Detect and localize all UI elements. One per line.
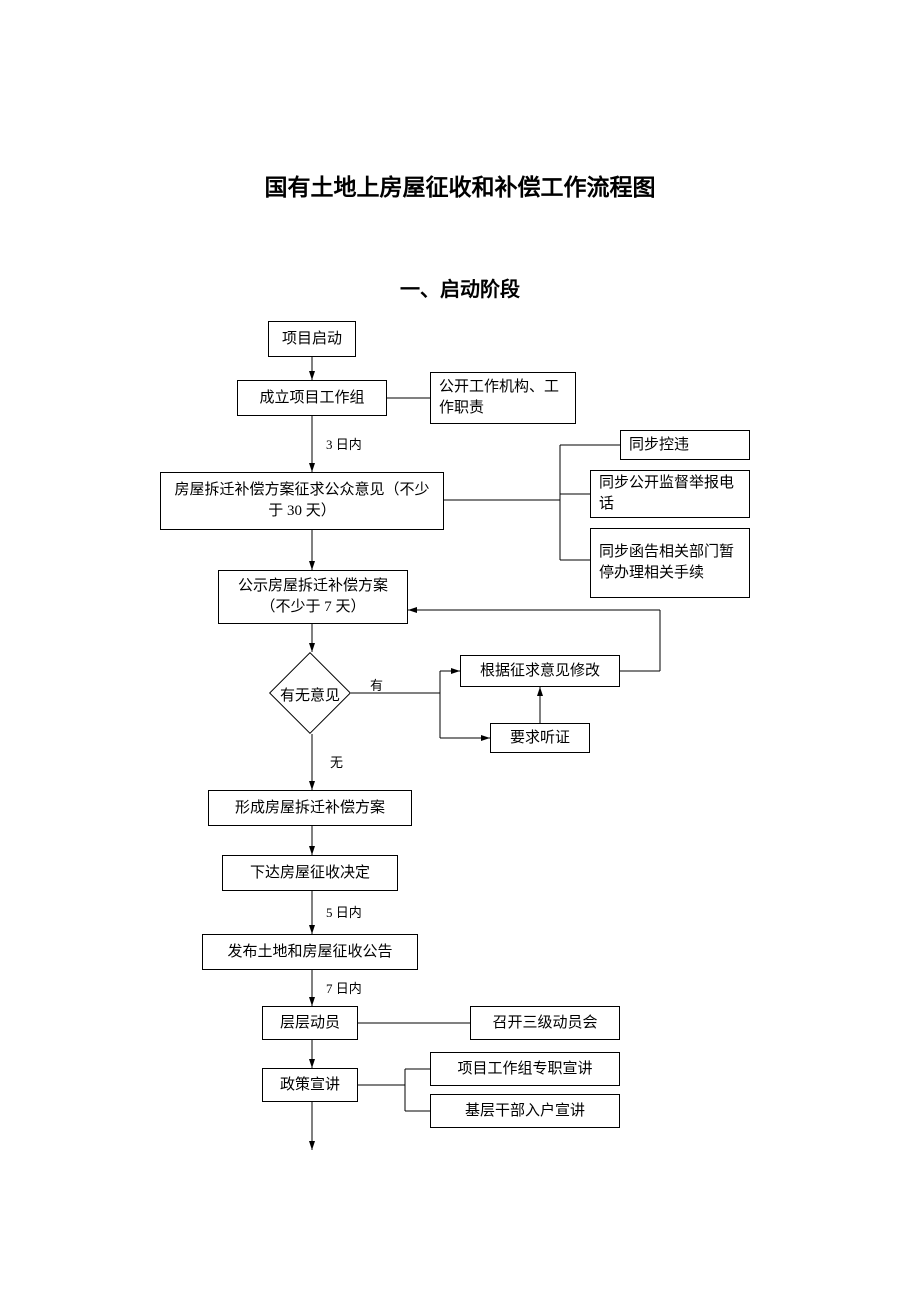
node-label: 发布土地和房屋征收公告: [227, 942, 392, 963]
edge-label-7days: 7 日内: [326, 978, 362, 997]
node-hearing: 要求听证: [490, 723, 590, 753]
edge-label-5days: 5 日内: [326, 902, 362, 921]
node-label: 同步公开监督举报电话: [599, 473, 741, 515]
node-mobilize: 层层动员: [262, 1006, 358, 1040]
node-label: 要求听证: [510, 728, 570, 749]
node-group-preach: 项目工作组专职宣讲: [430, 1052, 620, 1086]
node-grassroots-preach: 基层干部入户宣讲: [430, 1094, 620, 1128]
node-form-plan: 形成房屋拆迁补偿方案: [208, 790, 412, 826]
node-label: 基层干部入户宣讲: [465, 1101, 585, 1122]
node-label: 同步函告相关部门暂停办理相关手续: [599, 542, 741, 584]
decision-opinion-label: 有无意见: [270, 684, 350, 705]
node-label: 项目工作组专职宣讲: [457, 1059, 592, 1080]
node-revise: 根据征求意见修改: [460, 655, 620, 687]
node-label: 项目启动: [282, 329, 342, 350]
node-comp-plan-opinion: 房屋拆迁补偿方案征求公众意见（不少于 30 天）: [160, 472, 444, 530]
node-label: 公开工作机构、工作职责: [439, 377, 567, 419]
node-label: 根据征求意见修改: [480, 661, 600, 682]
node-sync-control: 同步控违: [620, 430, 750, 460]
node-publicize-plan: 公示房屋拆迁补偿方案（不少于 7 天）: [218, 570, 408, 624]
node-sync-hotline: 同步公开监督举报电话: [590, 470, 750, 518]
node-establish-group: 成立项目工作组: [237, 380, 387, 416]
node-label: 房屋拆迁补偿方案征求公众意见（不少于 30 天）: [169, 480, 435, 522]
node-label: 成立项目工作组: [259, 388, 364, 409]
node-label: 下达房屋征收决定: [250, 863, 370, 884]
node-policy-preach: 政策宣讲: [262, 1068, 358, 1102]
node-public-org: 公开工作机构、工作职责: [430, 372, 576, 424]
node-label: 召开三级动员会: [492, 1013, 597, 1034]
node-three-level-meeting: 召开三级动员会: [470, 1006, 620, 1040]
node-label: 同步控违: [629, 435, 689, 456]
node-publish-notice: 发布土地和房屋征收公告: [202, 934, 418, 970]
node-label: 政策宣讲: [280, 1075, 340, 1096]
section-title: 一、启动阶段: [0, 273, 920, 302]
edge-label-yes: 有: [370, 675, 383, 694]
edge-label-no: 无: [330, 752, 343, 771]
node-label: 形成房屋拆迁补偿方案: [235, 798, 385, 819]
node-label: 层层动员: [280, 1013, 340, 1034]
node-sync-letter: 同步函告相关部门暂停办理相关手续: [590, 528, 750, 598]
node-project-start: 项目启动: [268, 321, 356, 357]
node-issue-decision: 下达房屋征收决定: [222, 855, 398, 891]
page-title: 国有土地上房屋征收和补偿工作流程图: [0, 168, 920, 202]
edge-label-3days: 3 日内: [326, 434, 362, 453]
node-label: 公示房屋拆迁补偿方案（不少于 7 天）: [227, 576, 399, 618]
